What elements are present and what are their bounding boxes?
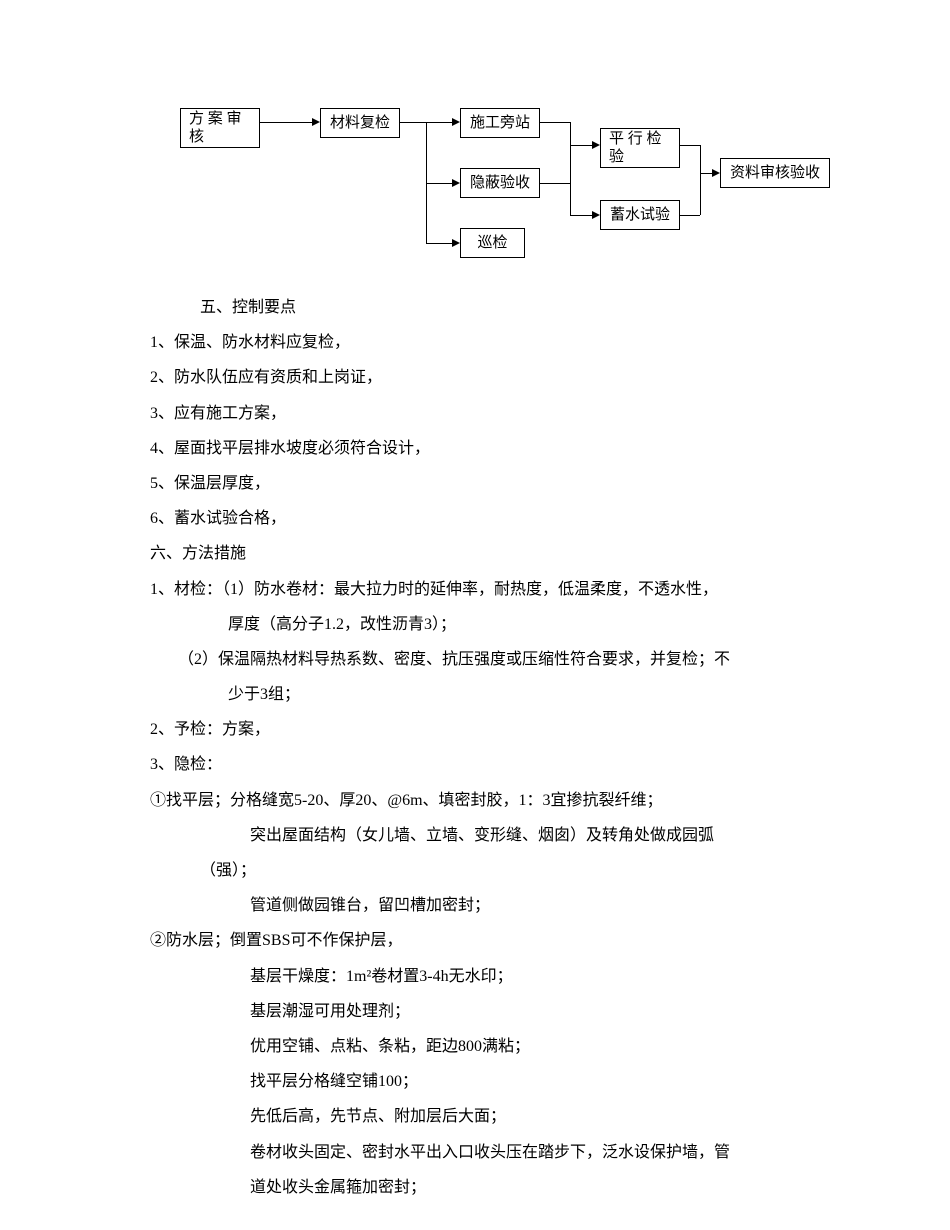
s6-item: 找平层分格缝空铺100； bbox=[150, 1064, 850, 1099]
s6-item: 卷材收头固定、密封水平出入口收头压在踏步下，泛水设保护墙，管 bbox=[150, 1135, 850, 1170]
s5-item: 4、屋面找平层排水坡度必须符合设计， bbox=[150, 431, 850, 466]
node-concealed-acceptance: 隐蔽验收 bbox=[460, 168, 540, 198]
s5-item: 2、防水队伍应有资质和上岗证， bbox=[150, 360, 850, 395]
node-parallel-inspection: 平 行 检验 bbox=[600, 128, 680, 168]
s6-item: ①找平层；分格缝宽5-20、厚20、@6m、填密封胶，1：3宜掺抗裂纤维； bbox=[150, 783, 850, 818]
s6-item: 先低后高，先节点、附加层后大面； bbox=[150, 1099, 850, 1134]
s5-item: 1、保温、防水材料应复检， bbox=[150, 325, 850, 360]
section6-title: 六、方法措施 bbox=[150, 536, 850, 571]
s6-item: 3、隐检： bbox=[150, 747, 850, 782]
s6-item: （强）； bbox=[150, 853, 850, 888]
node-water-test: 蓄水试验 bbox=[600, 200, 680, 230]
node-plan-review: 方 案 审核 bbox=[180, 108, 260, 148]
node-patrol: 巡检 bbox=[460, 228, 525, 258]
s6-item: 道处收头金属箍加密封； bbox=[150, 1170, 850, 1205]
s6-item: 管道侧做园锥台，留凹槽加密封； bbox=[150, 888, 850, 923]
s6-item: 1、材检：（1）防水卷材：最大拉力时的延伸率，耐热度，低温柔度，不透水性， bbox=[150, 572, 850, 607]
s5-item: 5、保温层厚度， bbox=[150, 466, 850, 501]
node-doc-review: 资料审核验收 bbox=[720, 158, 830, 188]
s5-item: 6、蓄水试验合格， bbox=[150, 501, 850, 536]
s6-item: 优用空铺、点粘、条粘，距边800满粘； bbox=[150, 1029, 850, 1064]
s6-item: ②防水层；倒置SBS可不作保护层， bbox=[150, 923, 850, 958]
s6-item: 突出屋面结构（女儿墙、立墙、变形缝、烟囱）及转角处做成园弧 bbox=[150, 818, 850, 853]
section5-title: 五、控制要点 bbox=[150, 290, 850, 325]
s6-item: （2）保温隔热材料导热系数、密度、抗压强度或压缩性符合要求，并复检；不 bbox=[150, 642, 850, 677]
s5-item: 3、应有施工方案， bbox=[150, 396, 850, 431]
s6-item: 2、予检：方案， bbox=[150, 712, 850, 747]
s6-item: 厚度（高分子1.2，改性沥青3）； bbox=[150, 607, 850, 642]
s6-item: 少于3组； bbox=[150, 677, 850, 712]
s6-item: 基层潮湿可用处理剂； bbox=[150, 994, 850, 1029]
flowchart-container: 方 案 审核 材料复检 施工旁站 隐蔽验收 巡检 平 行 检验 蓄水试验 资料审… bbox=[180, 100, 860, 280]
s6-item: 基层干燥度：1m²卷材置3-4h无水印； bbox=[150, 959, 850, 994]
node-construction-witness: 施工旁站 bbox=[460, 108, 540, 138]
node-material-recheck: 材料复检 bbox=[320, 108, 400, 138]
content-body: 五、控制要点 1、保温、防水材料应复检， 2、防水队伍应有资质和上岗证， 3、应… bbox=[150, 290, 850, 1205]
